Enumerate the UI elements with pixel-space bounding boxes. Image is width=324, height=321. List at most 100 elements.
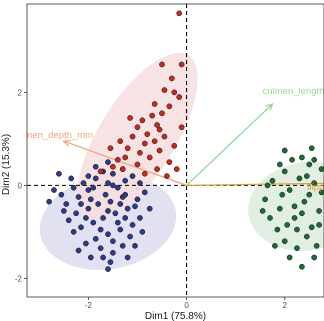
point-group1-56 xyxy=(146,205,153,212)
point-group1-38 xyxy=(63,201,70,207)
point-group2-9 xyxy=(144,131,151,138)
point-group2-31 xyxy=(171,142,178,149)
point-group1-10 xyxy=(110,170,116,177)
point-group2-2 xyxy=(178,61,185,68)
point-group1-17 xyxy=(95,201,102,207)
point-group1-49 xyxy=(70,229,77,235)
point-group1-44 xyxy=(105,208,111,214)
point-group1-45 xyxy=(83,215,89,221)
point-group3-17 xyxy=(303,233,310,240)
point-group1-41 xyxy=(87,196,94,203)
point-group1-2 xyxy=(68,175,75,182)
point-group1-8 xyxy=(92,175,99,182)
point-group2-12 xyxy=(129,133,136,140)
point-group1-27 xyxy=(137,215,143,221)
point-group2-38 xyxy=(97,168,104,175)
point-group3-21 xyxy=(308,145,315,152)
point-group3-31 xyxy=(276,161,283,168)
point-group2-37 xyxy=(141,170,148,177)
point-group3-36 xyxy=(259,208,266,214)
variable-arrow-1 xyxy=(186,103,273,186)
point-group1-5 xyxy=(58,191,65,198)
point-group3-27 xyxy=(316,222,322,228)
point-group3-35 xyxy=(318,189,324,196)
data-points xyxy=(46,10,324,272)
point-group1-57 xyxy=(92,163,99,170)
point-group2-10 xyxy=(141,140,148,147)
point-group1-59 xyxy=(85,173,92,179)
point-group1-21 xyxy=(78,224,84,231)
point-group1-39 xyxy=(51,187,57,193)
point-group1-11 xyxy=(105,180,111,186)
point-group1-31 xyxy=(92,236,99,242)
point-group3-7 xyxy=(296,175,303,182)
x-tick-label-3: 2 xyxy=(283,301,288,310)
point-group2-4 xyxy=(166,103,173,110)
point-group1-24 xyxy=(112,210,119,217)
point-group1-4 xyxy=(70,184,77,191)
point-group3-24 xyxy=(284,222,291,228)
point-group3-28 xyxy=(303,173,310,179)
variable-label-2: nen_depth_mm xyxy=(27,130,93,141)
point-group2-27 xyxy=(134,161,141,168)
point-group2-8 xyxy=(149,112,156,119)
point-group3-38 xyxy=(294,226,300,233)
point-group1-26 xyxy=(132,203,138,210)
point-group1-67 xyxy=(75,247,82,254)
point-group1-22 xyxy=(90,219,97,226)
point-group2-7 xyxy=(154,122,160,128)
point-group1-50 xyxy=(87,254,94,261)
point-group3-19 xyxy=(289,156,295,163)
point-group1-12 xyxy=(114,184,121,191)
point-group1-64 xyxy=(90,184,97,191)
point-group3-22 xyxy=(267,215,273,221)
x-tick-label-2: 0 xyxy=(184,301,189,310)
point-group2-25 xyxy=(173,166,180,172)
point-group3-37 xyxy=(281,147,288,154)
confidence-ellipse-1 xyxy=(39,175,177,270)
point-group3-2 xyxy=(269,177,276,184)
point-group1-37 xyxy=(139,229,146,235)
y-tick-label-3: 2 xyxy=(18,88,23,97)
point-group1-48 xyxy=(122,215,129,221)
point-group1-58 xyxy=(105,159,111,165)
point-group1-69 xyxy=(110,182,116,189)
point-group2-22 xyxy=(146,154,153,161)
point-group2-5 xyxy=(176,94,183,100)
point-group1-35 xyxy=(119,242,126,249)
point-group1-6 xyxy=(75,194,82,200)
point-group3-3 xyxy=(276,205,283,212)
point-group2-3 xyxy=(171,89,178,96)
point-group1-61 xyxy=(60,208,67,214)
point-group2-39 xyxy=(178,124,185,131)
point-group3-10 xyxy=(308,224,315,231)
point-group3-11 xyxy=(311,180,318,186)
point-group2-19 xyxy=(156,147,163,154)
point-group3-5 xyxy=(286,187,293,193)
y-tick-label-1: -2 xyxy=(15,274,23,283)
point-group2-29 xyxy=(127,115,133,121)
point-group1-25 xyxy=(124,205,131,212)
point-group3-18 xyxy=(313,242,320,249)
point-group2-11 xyxy=(134,124,141,131)
point-group2-14 xyxy=(124,145,131,152)
point-group3-40 xyxy=(272,242,278,249)
point-group1-28 xyxy=(129,222,136,228)
point-group1-55 xyxy=(141,189,148,196)
point-group1-54 xyxy=(134,196,141,203)
point-group3-23 xyxy=(279,191,286,198)
point-group3-14 xyxy=(274,226,281,233)
point-group2-6 xyxy=(159,110,165,117)
point-group3-33 xyxy=(286,254,293,261)
point-group1-40 xyxy=(46,198,52,205)
variable-arrowhead-1 xyxy=(265,102,274,111)
point-group1-29 xyxy=(117,226,124,233)
point-group1-36 xyxy=(127,233,133,240)
point-group1-30 xyxy=(105,231,111,238)
point-group2-35 xyxy=(168,75,175,82)
point-group2-20 xyxy=(161,133,168,140)
point-group3-26 xyxy=(306,191,313,198)
point-group1-13 xyxy=(122,177,129,184)
point-group1-1 xyxy=(56,170,62,177)
